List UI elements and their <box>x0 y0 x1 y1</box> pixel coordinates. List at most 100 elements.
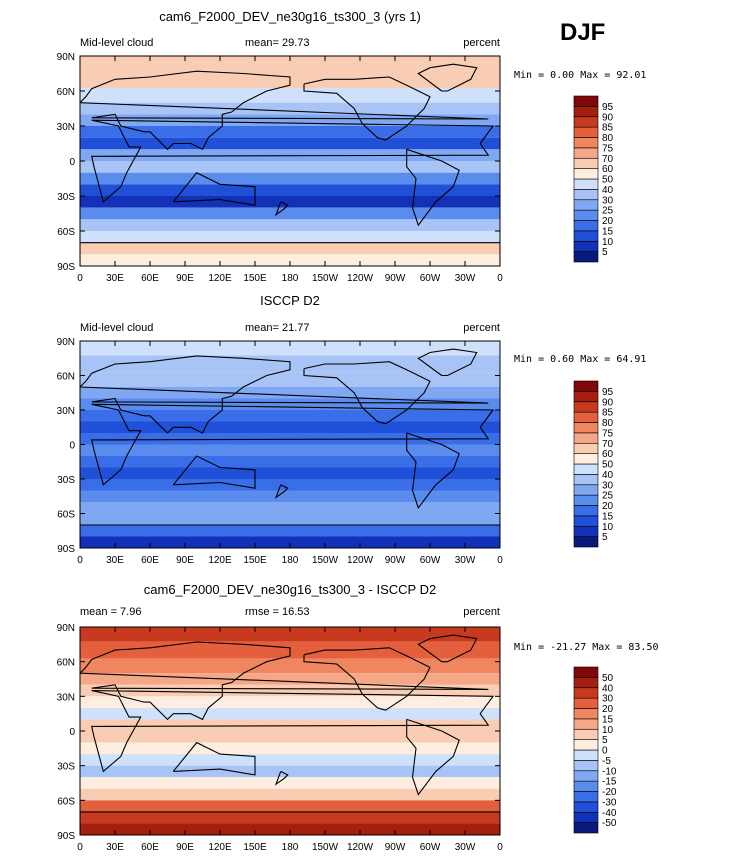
x-tick-label: 120E <box>208 842 232 853</box>
x-tick-label: 180 <box>282 555 299 566</box>
x-tick-label: 90W <box>385 555 406 566</box>
panel-mean-label: mean= 21.77 <box>245 322 310 334</box>
colorbar-box <box>573 708 599 720</box>
colorbar-box <box>573 718 599 730</box>
y-tick-label: 60S <box>57 227 75 238</box>
lat-band <box>80 800 500 812</box>
colorbar-label: 25 <box>602 206 614 217</box>
y-tick-label: 0 <box>69 441 75 452</box>
x-tick-label: 60E <box>141 273 159 284</box>
x-tick-label: 150W <box>312 555 339 566</box>
colorbar-box <box>573 401 599 413</box>
colorbar-label: 70 <box>602 439 614 450</box>
y-tick-label: 90N <box>57 52 75 63</box>
y-tick-label: 60N <box>57 658 75 669</box>
colorbar-label: 40 <box>602 683 614 694</box>
colorbar-label: 20 <box>602 501 614 512</box>
coastline <box>80 70 489 151</box>
colorbar-label: 80 <box>602 133 614 144</box>
panel-left-label: mean = 7.96 <box>80 606 141 618</box>
lat-band <box>80 387 500 399</box>
lat-band <box>80 126 500 138</box>
colorbar-box <box>573 240 599 252</box>
lat-band <box>80 219 500 231</box>
x-tick-label: 120W <box>347 555 374 566</box>
lat-band <box>80 788 500 801</box>
lat-band <box>80 777 500 789</box>
lat-band <box>80 536 500 548</box>
x-tick-label: 0 <box>497 273 503 284</box>
coastline <box>274 770 289 786</box>
colorbar-label: 75 <box>602 143 614 154</box>
x-tick-label: 60W <box>420 842 441 853</box>
colorbar-label: 40 <box>602 185 614 196</box>
panel-unit-label: percent <box>463 322 500 334</box>
y-tick-label: 30N <box>57 122 75 133</box>
y-tick-label: 60S <box>57 796 75 807</box>
panel-unit-label: percent <box>463 606 500 618</box>
panel-title: ISCCP D2 <box>260 293 320 308</box>
lat-band <box>80 754 500 766</box>
colorbar-label: 30 <box>602 195 614 206</box>
colorbar-label: -50 <box>602 818 617 829</box>
colorbar-label: 20 <box>602 216 614 227</box>
colorbar-box <box>573 432 599 444</box>
lat-band <box>80 811 500 824</box>
panel-title: cam6_F2000_DEV_ne30g16_ts300_3 - ISCCP D… <box>144 582 436 597</box>
colorbar-label: -10 <box>602 766 617 777</box>
colorbar-label: 60 <box>602 449 614 460</box>
colorbar-box <box>573 494 599 506</box>
colorbar-label: -5 <box>602 756 611 767</box>
y-tick-label: 60N <box>57 372 75 383</box>
x-tick-label: 30E <box>106 555 124 566</box>
coastline <box>80 811 500 835</box>
colorbar-box <box>573 230 599 242</box>
coastline <box>91 119 495 203</box>
coastline <box>406 148 460 227</box>
lat-band <box>80 433 500 445</box>
colorbar-label: 90 <box>602 397 614 408</box>
lat-band <box>80 231 500 243</box>
x-tick-label: 90E <box>176 273 194 284</box>
lat-band <box>80 742 500 755</box>
lat-band <box>80 456 500 468</box>
y-tick-label: 60N <box>57 87 75 98</box>
x-tick-label: 150E <box>243 555 267 566</box>
panel-difference: cam6_F2000_DEV_ne30g16_ts300_3 - ISCCP D… <box>57 582 659 853</box>
colorbar-box <box>573 484 599 496</box>
y-tick-label: 30N <box>57 692 75 703</box>
coastline <box>274 484 289 499</box>
colorbar-label: 60 <box>602 164 614 175</box>
x-tick-label: 150W <box>312 273 339 284</box>
lat-band <box>80 196 500 208</box>
colorbar-box <box>573 157 599 169</box>
colorbar-label: 15 <box>602 511 614 522</box>
colorbar-label: 95 <box>602 387 614 398</box>
x-tick-label: 150E <box>243 273 267 284</box>
lat-band <box>80 149 500 161</box>
lat-band <box>80 658 500 674</box>
colorbar-label: 75 <box>602 428 614 439</box>
coastline <box>80 355 489 434</box>
x-tick-label: 150W <box>312 842 339 853</box>
lat-band <box>80 88 500 103</box>
x-tick-label: 30W <box>455 555 476 566</box>
season-label: DJF <box>560 19 605 46</box>
colorbar-box <box>573 422 599 434</box>
colorbar-box <box>573 801 599 813</box>
x-tick-label: 30W <box>455 842 476 853</box>
lat-band <box>80 372 500 387</box>
colorbar-box <box>573 178 599 190</box>
coastline <box>406 432 460 509</box>
coastline <box>91 690 495 773</box>
y-tick-label: 30N <box>57 406 75 417</box>
colorbar-box <box>573 822 599 834</box>
lat-band <box>80 114 500 126</box>
colorbar-label: 0 <box>602 746 608 757</box>
y-tick-label: 30S <box>57 762 75 773</box>
colorbar-box <box>573 780 599 792</box>
lat-band <box>80 765 500 778</box>
colorbar-label: 80 <box>602 418 614 429</box>
y-tick-label: 60S <box>57 510 75 521</box>
